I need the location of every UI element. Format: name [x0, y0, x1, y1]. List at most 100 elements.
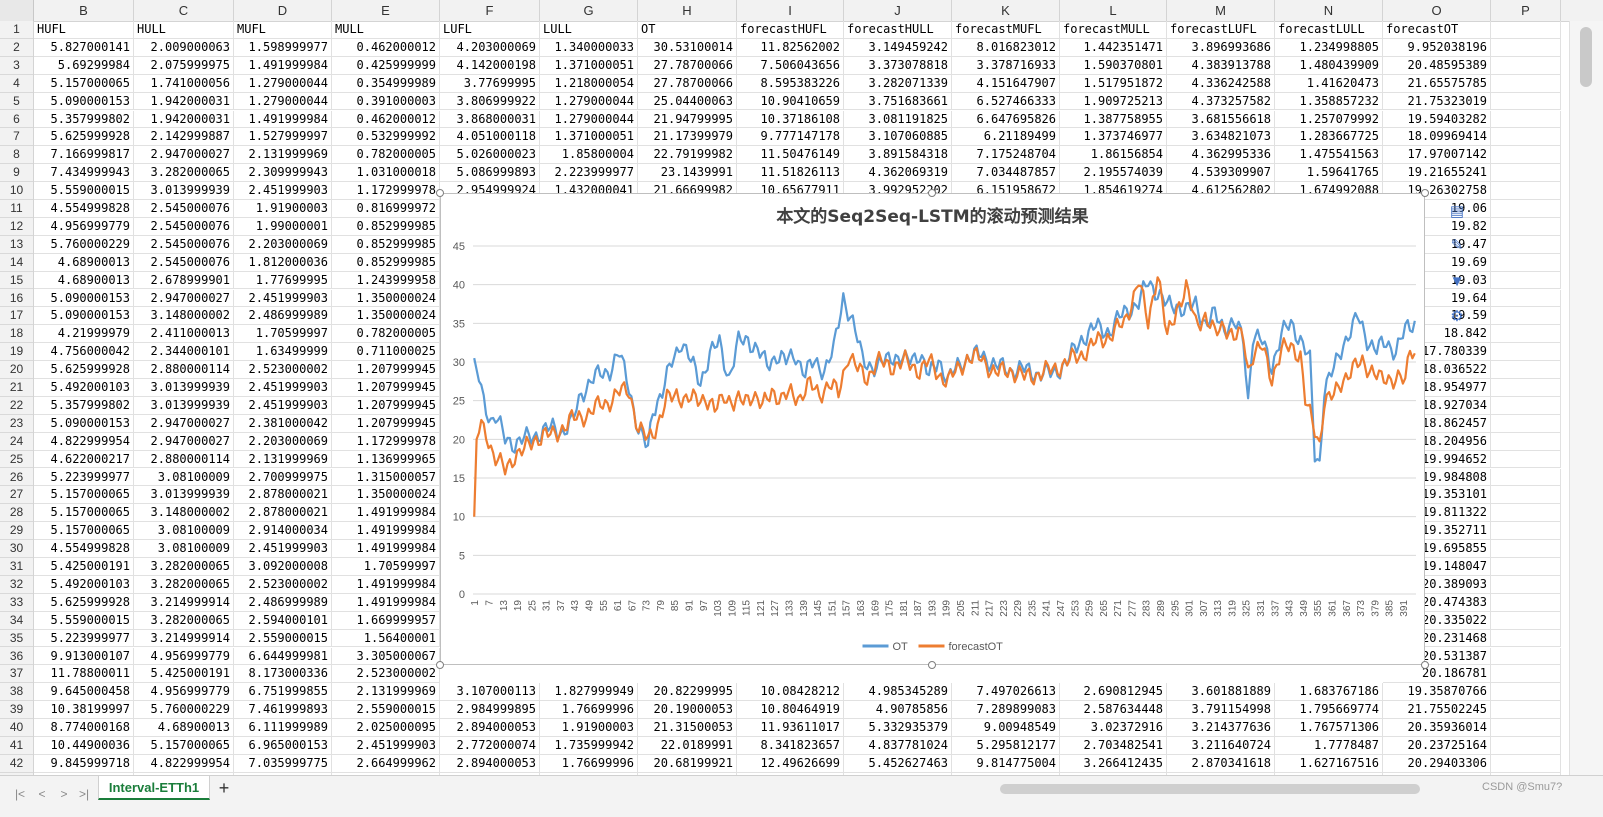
header-cell[interactable]: forecastLULL	[1275, 21, 1383, 39]
data-cell[interactable]: 4.956999779	[134, 647, 234, 666]
data-cell[interactable]: 21.75502245	[1383, 701, 1491, 720]
data-cell[interactable]: 1.480439909	[1275, 56, 1383, 75]
data-cell[interactable]: 2.223999977	[540, 164, 638, 183]
empty-cell[interactable]	[1491, 110, 1561, 129]
data-cell[interactable]: 3.013999939	[134, 396, 234, 415]
data-cell[interactable]: 4.554999828	[34, 200, 134, 218]
data-cell[interactable]: 8.173000336	[234, 665, 332, 684]
data-cell[interactable]: 23.1439991	[638, 164, 737, 183]
data-cell[interactable]: 2.009000063	[134, 38, 234, 57]
data-cell[interactable]: 4.554999828	[34, 540, 134, 558]
data-cell[interactable]: 19.06	[1383, 200, 1491, 218]
legend-label[interactable]: forecastOT	[949, 641, 1004, 653]
data-cell[interactable]: 17.780339	[1383, 343, 1491, 362]
data-cell[interactable]: 9.952038196	[1383, 38, 1491, 57]
data-cell[interactable]: 3.282071339	[844, 74, 952, 93]
data-cell[interactable]: 5.090000153	[34, 414, 134, 433]
empty-cell[interactable]	[1491, 289, 1561, 308]
data-cell[interactable]: 1.257079992	[1275, 110, 1383, 129]
data-cell[interactable]: 18.862457	[1383, 414, 1491, 433]
row-header-30[interactable]: 30	[0, 540, 33, 558]
empty-cell[interactable]	[1491, 38, 1561, 57]
data-cell[interactable]: 10.44900036	[34, 737, 134, 755]
data-cell[interactable]: 2.195574039	[1060, 164, 1167, 183]
data-cell[interactable]: 2.131999969	[332, 683, 440, 702]
empty-cell[interactable]	[1491, 200, 1561, 218]
row-header-1[interactable]: 1	[0, 21, 33, 39]
data-cell[interactable]: 5.090000153	[34, 289, 134, 308]
header-cell[interactable]: OT	[638, 21, 737, 39]
data-cell[interactable]: 19.994652	[1383, 450, 1491, 469]
data-cell[interactable]: 5.827000141	[34, 38, 134, 57]
data-cell[interactable]: 8.774000168	[34, 719, 134, 737]
data-cell[interactable]: 3.282000065	[134, 575, 234, 594]
data-cell[interactable]: 19.59	[1383, 307, 1491, 326]
data-cell[interactable]: 20.68199921	[638, 754, 737, 773]
row-header-33[interactable]: 33	[0, 594, 33, 612]
first-sheet-button[interactable]: |<	[14, 787, 26, 801]
column-header-c[interactable]: C	[134, 0, 234, 21]
data-cell[interactable]: 5.086999893	[440, 164, 540, 183]
data-cell[interactable]: 4.373257582	[1167, 92, 1275, 111]
data-cell[interactable]: 2.678999901	[134, 271, 234, 290]
data-cell[interactable]: 2.594000101	[234, 611, 332, 630]
series-line-ot[interactable]	[473, 280, 1416, 463]
resize-handle-tl[interactable]	[436, 189, 444, 197]
empty-cell[interactable]	[1491, 307, 1561, 326]
next-sheet-button[interactable]: >	[60, 787, 68, 801]
data-cell[interactable]: 4.203000069	[440, 38, 540, 57]
data-cell[interactable]: 2.451999903	[234, 540, 332, 558]
data-cell[interactable]: 1.70599997	[332, 558, 440, 576]
empty-cell[interactable]	[1491, 217, 1561, 236]
data-cell[interactable]: 2.559000015	[332, 701, 440, 720]
data-cell[interactable]: 19.21655241	[1383, 164, 1491, 183]
column-header-j[interactable]: J	[844, 0, 952, 21]
data-cell[interactable]: 0.391000003	[332, 92, 440, 111]
column-header-n[interactable]: N	[1275, 0, 1383, 21]
data-cell[interactable]: 1.371000051	[540, 128, 638, 147]
data-cell[interactable]: 4.051000118	[440, 128, 540, 147]
row-header-5[interactable]: 5	[0, 93, 33, 111]
data-cell[interactable]: 9.845999718	[34, 754, 134, 773]
data-cell[interactable]: 4.151647907	[952, 74, 1060, 93]
data-cell[interactable]: 11.93611017	[737, 719, 844, 737]
data-cell[interactable]: 19.59403282	[1383, 110, 1491, 129]
data-cell[interactable]: 3.378716933	[952, 56, 1060, 75]
data-cell[interactable]: 1.279000044	[234, 74, 332, 93]
header-cell[interactable]: LUFL	[440, 21, 540, 39]
data-cell[interactable]: 2.894000053	[440, 754, 540, 773]
chart-style-icon[interactable]: ✎	[1450, 237, 1464, 254]
data-cell[interactable]: 2.451999903	[234, 396, 332, 415]
data-cell[interactable]: 2.545000076	[134, 217, 234, 236]
data-cell[interactable]: 2.486999989	[234, 593, 332, 612]
data-cell[interactable]: 3.149459242	[844, 38, 952, 57]
data-cell[interactable]: 11.51826113	[737, 164, 844, 183]
last-sheet-button[interactable]: >|	[78, 787, 90, 801]
data-cell[interactable]: 1.172999978	[332, 432, 440, 451]
column-header-e[interactable]: E	[332, 0, 440, 21]
data-cell[interactable]: 3.08100009	[134, 522, 234, 541]
empty-cell[interactable]	[1491, 737, 1561, 755]
data-cell[interactable]: 1.491999984	[332, 504, 440, 523]
data-cell[interactable]: 5.223999977	[34, 629, 134, 648]
data-cell[interactable]: 5.157000065	[34, 486, 134, 505]
empty-cell[interactable]	[1491, 665, 1561, 684]
empty-cell[interactable]	[1491, 486, 1561, 505]
data-cell[interactable]: 21.31500053	[638, 719, 737, 737]
data-cell[interactable]: 30.53100014	[638, 38, 737, 57]
resize-handle-br[interactable]	[1421, 661, 1429, 669]
data-cell[interactable]: 22.79199982	[638, 146, 737, 165]
data-cell[interactable]: 2.947000027	[134, 432, 234, 451]
column-header-p[interactable]: P	[1491, 0, 1561, 21]
data-cell[interactable]: 19.148047	[1383, 558, 1491, 576]
empty-cell[interactable]	[1491, 128, 1561, 147]
data-cell[interactable]: 2.587634448	[1060, 701, 1167, 720]
data-cell[interactable]: 5.69299984	[34, 56, 134, 75]
data-cell[interactable]: 2.309999943	[234, 164, 332, 183]
cell-grid[interactable]: HUFL HULL MUFL MULL LUFL LULL OT forecastHUFL fo…	[34, 21, 1569, 791]
data-cell[interactable]: 3.681556618	[1167, 110, 1275, 129]
data-cell[interactable]: 1.491999984	[234, 56, 332, 75]
column-header-o[interactable]: O	[1383, 0, 1491, 21]
data-cell[interactable]: 1.491999984	[332, 540, 440, 558]
data-cell[interactable]: 5.157000065	[34, 74, 134, 93]
